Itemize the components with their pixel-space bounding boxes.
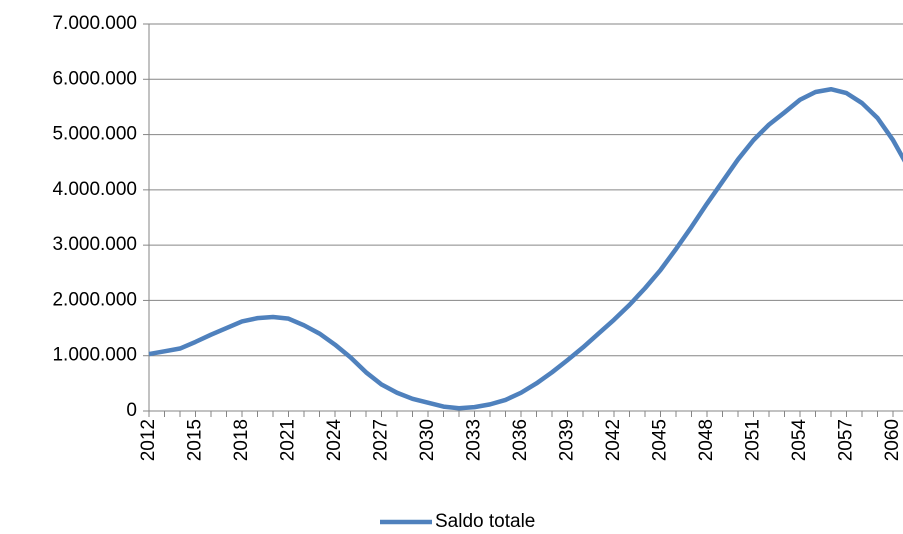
x-tick-label: 2054 xyxy=(789,419,810,462)
legend-label: Saldo totale xyxy=(435,511,535,532)
y-tick-label: 2.000.000 xyxy=(52,289,137,310)
x-tick-label: 2057 xyxy=(836,419,857,461)
x-tick-label: 2042 xyxy=(603,419,624,461)
plot xyxy=(148,86,903,411)
y-tick-label: 3.000.000 xyxy=(52,234,137,255)
x-tick-label: 2024 xyxy=(324,419,345,462)
x-tick-label: 2021 xyxy=(278,419,299,461)
x-tick-label: 2048 xyxy=(696,419,717,461)
x-tick-label: 2027 xyxy=(371,419,392,461)
x-tick-label: 2030 xyxy=(417,419,438,461)
x-tick-label: 2012 xyxy=(138,419,159,461)
line-series xyxy=(148,86,903,411)
y-tick-label: 5.000.000 xyxy=(52,124,137,145)
x-tick-label: 2018 xyxy=(231,419,252,461)
x-tick-label: 2039 xyxy=(557,419,578,461)
x-tick-label: 2033 xyxy=(464,419,485,461)
x-tick-label: 2015 xyxy=(185,419,206,461)
y-tick-label: 0 xyxy=(126,400,137,421)
y-tick-label: 6.000.000 xyxy=(52,68,137,89)
x-tick-label: 2045 xyxy=(650,419,671,461)
y-tick-label: 7.000.000 xyxy=(52,13,137,34)
x-tick-label: 2051 xyxy=(743,419,764,461)
y-tick-label: 4.000.000 xyxy=(52,179,137,200)
x-tick-label: 2060 xyxy=(882,419,903,461)
y-tick-label: 1.000.000 xyxy=(52,345,137,366)
x-tick-label: 2036 xyxy=(510,419,531,461)
